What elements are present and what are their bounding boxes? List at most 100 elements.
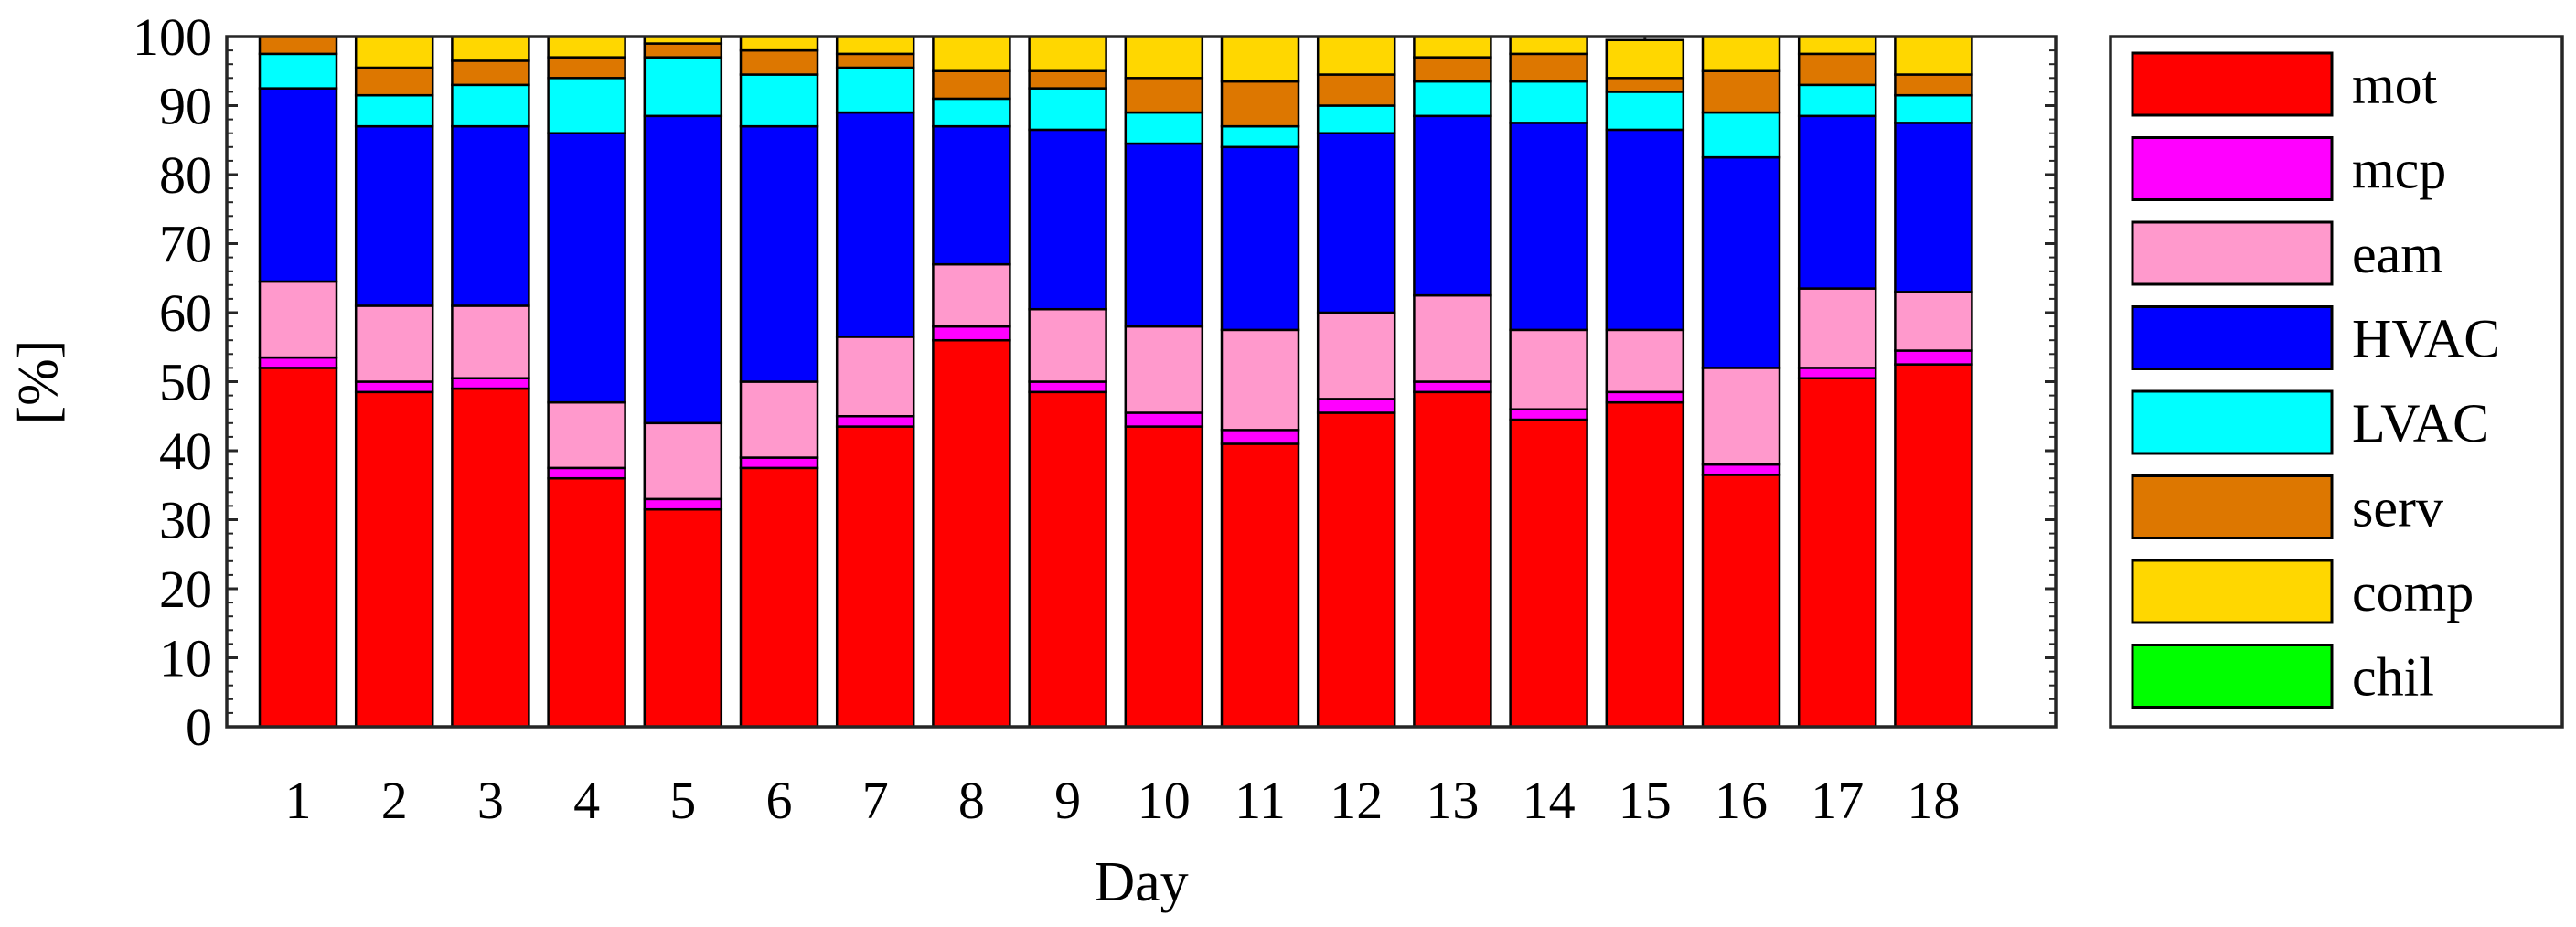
bar-segment-serv bbox=[932, 69, 1011, 101]
bar-segment-eam bbox=[1028, 307, 1107, 383]
bar-segment-eam bbox=[1124, 325, 1204, 414]
y-tick-label: 50 bbox=[159, 353, 212, 412]
bar-segment-comp bbox=[1509, 35, 1588, 56]
y-tick-label: 70 bbox=[159, 215, 212, 274]
bar-segment-hvac bbox=[932, 124, 1011, 266]
bar-segment-hvac bbox=[1220, 145, 1300, 332]
y-tick-label: 60 bbox=[159, 283, 212, 343]
bar-segment-lvac bbox=[547, 77, 626, 134]
bar-segment-comp bbox=[1028, 35, 1107, 72]
legend-swatch-mot bbox=[2131, 51, 2334, 117]
bar-segment-mcp bbox=[835, 415, 915, 428]
legend-swatch-serv bbox=[2131, 474, 2334, 539]
bar-segment-comp bbox=[1797, 35, 1877, 56]
bar-segment-lvac bbox=[1509, 80, 1588, 124]
y-tick-label: 10 bbox=[159, 629, 212, 688]
bar-segment-mot bbox=[1220, 442, 1300, 729]
bar-segment-comp bbox=[1413, 35, 1492, 59]
bar-segment-hvac bbox=[739, 124, 819, 383]
x-tick-label: 14 bbox=[1523, 771, 1576, 830]
bar-segment-mot bbox=[739, 466, 819, 729]
x-tick-label: 6 bbox=[766, 771, 793, 830]
bar-segment-mot bbox=[451, 387, 530, 729]
bar-segment-mot bbox=[258, 367, 338, 729]
bar-segment-eam bbox=[258, 280, 338, 359]
bar-segment-mcp bbox=[451, 377, 530, 390]
bar-segment-eam bbox=[354, 304, 434, 383]
x-tick-label: 3 bbox=[477, 771, 504, 830]
x-tick-label: 8 bbox=[958, 771, 985, 830]
x-tick-label: 4 bbox=[573, 771, 600, 830]
y-tick-label: 20 bbox=[159, 559, 212, 619]
bar-segment-eam bbox=[835, 336, 915, 418]
bar-segment-comp bbox=[1701, 35, 1781, 72]
legend-label-lvac: LVAC bbox=[2352, 393, 2489, 453]
y-axis-label: [%] bbox=[7, 340, 69, 425]
bar-segment-comp bbox=[1894, 35, 1973, 76]
bar-segment-hvac bbox=[1797, 114, 1877, 290]
bar-segment-mot bbox=[643, 507, 723, 729]
bar-segment-serv bbox=[1509, 52, 1588, 83]
x-tick-label: 15 bbox=[1619, 771, 1672, 830]
legend-swatch-lvac bbox=[2131, 389, 2334, 455]
bar-segment-serv bbox=[1028, 69, 1107, 90]
legend-swatch-mcp bbox=[2131, 136, 2334, 201]
y-tick-label: 30 bbox=[159, 491, 212, 550]
bar-segment-serv bbox=[643, 42, 723, 59]
y-tick-label: 90 bbox=[159, 77, 212, 136]
bar-segment-mot bbox=[547, 476, 626, 729]
bar-segment-lvac bbox=[1124, 111, 1204, 145]
legend-label-eam: eam bbox=[2352, 224, 2443, 284]
x-tick-label: 10 bbox=[1138, 771, 1191, 830]
bar-segment-mot bbox=[1701, 474, 1781, 729]
bar-segment-comp bbox=[1124, 35, 1204, 80]
bar-segment-serv bbox=[1316, 73, 1396, 107]
bar-segment-eam bbox=[1797, 287, 1877, 369]
bar-segment-mcp bbox=[1413, 380, 1492, 394]
y-tick-label: 100 bbox=[133, 7, 212, 67]
bar-segment-mot bbox=[1605, 400, 1685, 729]
bar-segment-lvac bbox=[1605, 91, 1685, 132]
x-tick-label: 16 bbox=[1715, 771, 1768, 830]
bar-segment-comp bbox=[1316, 35, 1396, 76]
bar-segment-eam bbox=[643, 421, 723, 501]
bar-segment-lvac bbox=[1797, 83, 1877, 118]
bar-segment-mot bbox=[1316, 411, 1396, 729]
bar-segment-lvac bbox=[1316, 104, 1396, 134]
y-tick-labels: 0 10 20 30 40 50 60 70 80 90 100 bbox=[133, 7, 212, 757]
x-tick-label: 9 bbox=[1054, 771, 1081, 830]
bar-segment-hvac bbox=[354, 124, 434, 307]
bar-segment-mot bbox=[932, 338, 1011, 729]
bar-segment-mot bbox=[835, 425, 915, 729]
bar-segment-serv bbox=[1124, 77, 1204, 114]
bar-segment-eam bbox=[547, 400, 626, 470]
bar-segment-lvac bbox=[1220, 124, 1300, 149]
bar-segment-mcp bbox=[932, 325, 1011, 342]
x-tick-label: 5 bbox=[669, 771, 696, 830]
bar-segment-serv bbox=[354, 66, 434, 97]
bar-segment-comp bbox=[1220, 35, 1300, 83]
bar-segment-comp bbox=[932, 35, 1011, 72]
bar-segment-mot bbox=[1028, 390, 1107, 729]
bar-segment-eam bbox=[1220, 328, 1300, 432]
bar-segment-hvac bbox=[1894, 122, 1973, 293]
y-tick-label: 80 bbox=[159, 145, 212, 205]
bar-segment-mot bbox=[354, 390, 434, 729]
bar-segment-hvac bbox=[1124, 142, 1204, 328]
bar-segment-mcp bbox=[1701, 463, 1781, 476]
legend-label-mcp: mcp bbox=[2352, 140, 2446, 200]
y-tick-label: 40 bbox=[159, 421, 212, 481]
bar-segment-mot bbox=[1413, 390, 1492, 729]
legend-swatch-chil bbox=[2131, 644, 2334, 709]
bar-segment-serv bbox=[1797, 52, 1877, 87]
bar-segment-serv bbox=[547, 56, 626, 80]
bar-segment-lvac bbox=[835, 66, 915, 114]
bar-segment-mcp bbox=[547, 466, 626, 480]
bar-segment-serv bbox=[1413, 56, 1492, 83]
bar-segment-eam bbox=[1701, 367, 1781, 466]
bar-segment-comp bbox=[835, 35, 915, 56]
bar-segment-eam bbox=[739, 380, 819, 459]
bars-group bbox=[258, 35, 1973, 729]
bar-segment-hvac bbox=[451, 124, 530, 307]
